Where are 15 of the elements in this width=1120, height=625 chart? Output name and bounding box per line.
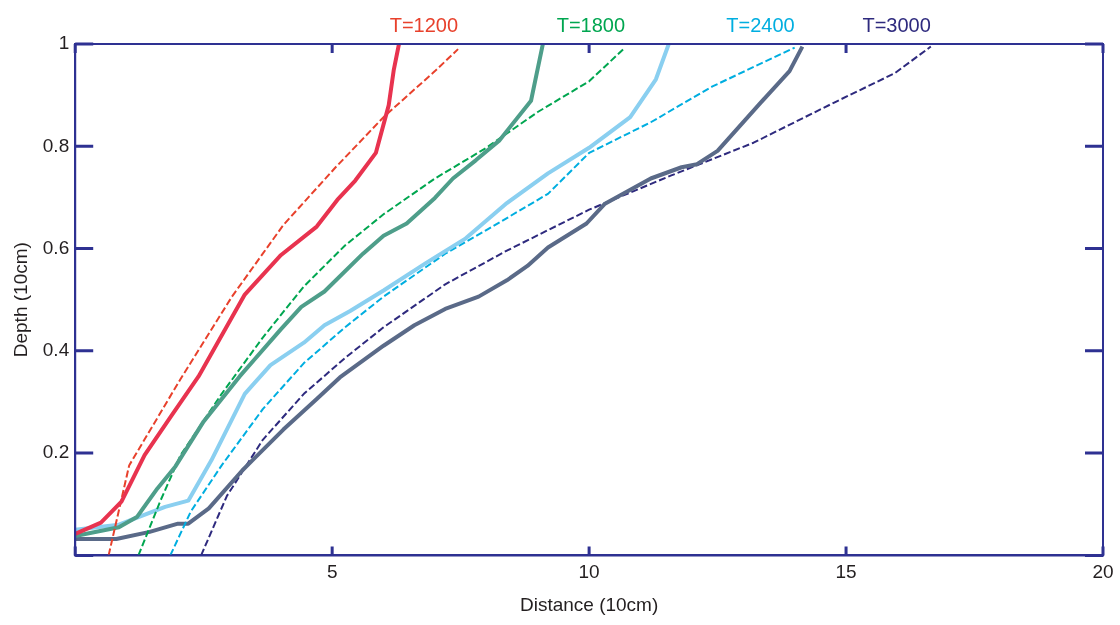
series-label: T=1200 xyxy=(389,13,459,36)
x-tick-label: 15 xyxy=(835,561,857,583)
y-tick-label: 0.6 xyxy=(42,236,70,258)
y-tick-label: 0.8 xyxy=(42,134,70,156)
x-tick-label: 20 xyxy=(1092,561,1114,583)
y-tick-label: 1 xyxy=(58,32,70,54)
x-tick-label: 10 xyxy=(578,561,600,583)
series-label: T=1800 xyxy=(556,13,626,36)
y-axis-title: Depth (10cm) xyxy=(9,242,31,358)
series-label: T=2400 xyxy=(726,13,795,36)
x-axis-title: Distance (10cm) xyxy=(519,593,659,615)
x-tick-label: 5 xyxy=(326,561,338,583)
y-tick-label: 0.2 xyxy=(42,441,70,463)
series-label: T=3000 xyxy=(862,13,931,36)
y-tick-label: 0.4 xyxy=(42,339,70,361)
